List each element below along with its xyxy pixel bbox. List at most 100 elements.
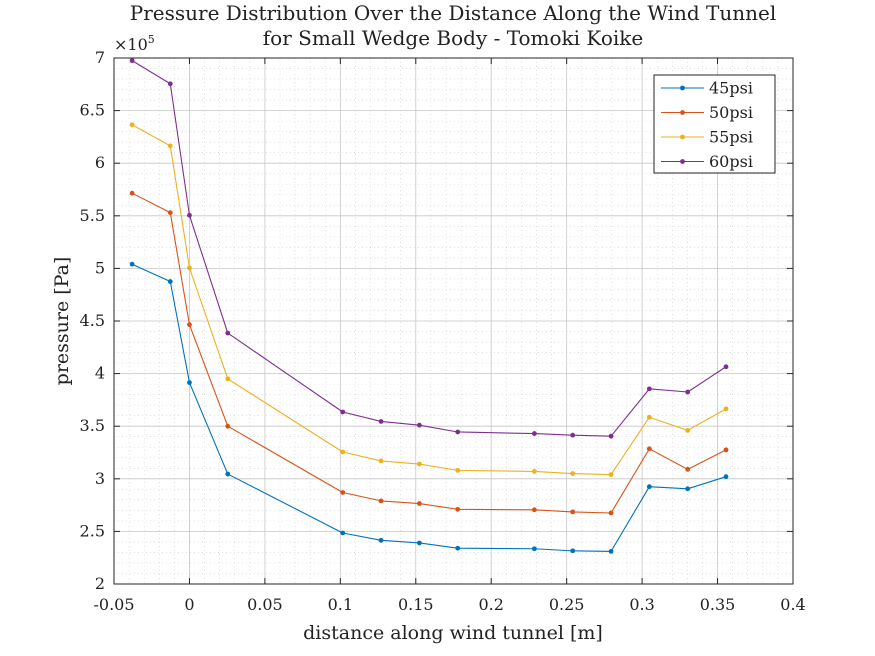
y-exponent-base: ×10 [114,35,148,54]
data-point [570,432,576,438]
data-point [187,322,192,328]
data-point [723,364,729,370]
data-point [723,474,729,480]
data-point [167,279,173,284]
data-point [167,81,173,87]
x-axis-label: distance along wind tunnel [m] [303,622,603,644]
legend: 45psi 50psi 55psi 60psi [653,74,776,174]
data-point [531,507,537,513]
data-point [225,376,231,382]
data-point [531,431,537,436]
legend-marker [680,134,685,140]
x-tick-label: 0.2 [478,595,503,614]
x-tick-label: 0.1 [328,595,353,614]
series-line [131,192,727,514]
data-point [455,506,461,512]
x-tick-label: 0.05 [247,595,283,614]
data-point [225,471,231,477]
data-point [646,446,652,452]
data-point [455,467,461,473]
data-point [378,498,384,504]
legend-marker [680,110,685,115]
x-tick-label: 0 [184,595,194,614]
y-exponent-power: 5 [148,33,155,46]
data-point [646,414,652,420]
x-tick-label: 0.3 [629,595,654,614]
data-point [187,380,192,385]
data-point [608,472,614,477]
data-point [129,261,135,267]
data-point [531,469,537,474]
data-point [378,537,384,543]
legend-item: 45psi [661,79,753,98]
series-60psi [129,58,729,439]
y-tick-label: 7 [95,48,105,67]
data-point [608,548,614,554]
series-layer [129,58,729,554]
data-point [129,58,135,64]
y-axis-label: pressure [Pa] [51,257,73,386]
legend-item: 60psi [661,152,753,171]
data-point [531,546,537,552]
data-point [129,190,135,196]
data-point [608,433,614,439]
axis-ticks [113,57,794,585]
chart-subtitle: for Small Wedge Body - Tomoki Koike [263,26,643,50]
data-point [570,548,576,554]
series-55psi [129,122,729,477]
data-point [685,389,691,395]
y-tick-label: 4.5 [80,311,105,330]
legend-marker [680,85,685,91]
series-line [131,124,727,476]
data-point [455,545,461,551]
data-point [340,449,346,455]
legend-items: 45psi 50psi 55psi 60psi [661,79,753,171]
chart-title: Pressure Distribution Over the Distance … [130,1,776,25]
data-point [646,484,652,490]
series-45psi [129,261,729,554]
legend-marker [680,159,685,164]
data-point [167,143,173,149]
data-point [608,510,614,516]
data-point [685,486,691,492]
data-point [416,501,422,506]
legend-box [653,74,776,174]
legend-item: 55psi [661,128,753,147]
data-point [723,406,729,412]
y-tick-label: 4 [95,364,105,383]
y-tick-label: 6.5 [80,101,105,120]
series-line [131,60,727,437]
x-tick-label: 0.4 [780,595,805,614]
data-point [225,423,231,429]
data-point [167,210,173,216]
data-point [187,265,192,271]
legend-label: 50psi [709,103,753,122]
x-tick-label: 0.25 [549,595,585,614]
data-point [570,471,576,476]
y-axis-exponent: ×105 [114,33,155,54]
y-tick-labels: 2 2.5 3 3.5 4 4.5 5 5.5 6 6.5 7 [80,48,105,593]
y-tick-label: 2 [95,574,105,593]
y-tick-label: 5 [95,258,105,277]
major-grid [113,57,794,585]
x-tick-label: 0.15 [398,595,434,614]
series-50psi [129,190,729,516]
data-point [340,409,346,415]
data-point [129,122,135,128]
y-tick-label: 6 [95,153,105,172]
data-point [340,490,346,495]
legend-label: 60psi [709,152,753,171]
data-point [723,447,729,453]
data-point [378,419,384,424]
data-point [187,212,192,218]
y-tick-label: 2.5 [80,521,105,540]
x-tick-labels: -0.05 0 0.05 0.1 0.15 0.2 0.25 0.3 0.35 0.4 [93,595,805,614]
data-point [225,330,231,336]
data-point [685,466,691,472]
data-point [685,428,691,433]
y-tick-label: 3 [95,469,105,488]
legend-label: 55psi [709,128,753,147]
data-point [416,461,422,467]
y-tick-label: 5.5 [80,206,105,225]
